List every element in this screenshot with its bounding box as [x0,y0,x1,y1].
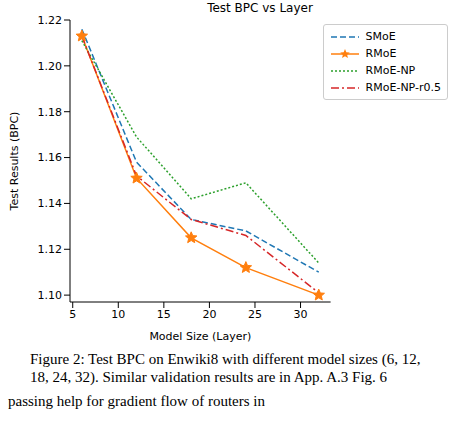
svg-text:1.12: 1.12 [38,243,63,256]
svg-text:5: 5 [69,308,76,321]
svg-text:1.20: 1.20 [38,60,63,73]
html-text:RMoE-NP-r0.5: RMoE-NP-r0.5 [365,81,441,94]
html-text:RMoE-NP: RMoE-NP [365,64,416,77]
html-text:Figure 2: Test BPC on Enwiki8: Figure 2: Test BPC on Enwiki8 with diffe… [30,351,421,385]
html-text:RMoE: RMoE [365,47,397,60]
svg-text:1.18: 1.18 [38,106,63,119]
html-text:Test BPC vs Layer: Test BPC vs Layer [207,1,313,15]
svg-text:15: 15 [157,308,171,321]
svg-text:Model Size (Layer): Model Size (Layer) [149,330,251,343]
svg-text:25: 25 [248,308,262,321]
svg-text:1.14: 1.14 [38,197,63,210]
html-text:SMoE: SMoE [365,30,396,43]
svg-text:10: 10 [111,308,125,321]
svg-text:Test Results (BPC): Test Results (BPC) [8,112,21,212]
svg-text:30: 30 [294,308,308,321]
svg-text:1.16: 1.16 [38,151,63,164]
svg-text:20: 20 [202,308,216,321]
html-text:passing help for gradient flow: passing help for gradient flow of router… [8,393,265,409]
svg-text:1.10: 1.10 [38,289,63,302]
svg-text:1.22: 1.22 [38,16,63,27]
